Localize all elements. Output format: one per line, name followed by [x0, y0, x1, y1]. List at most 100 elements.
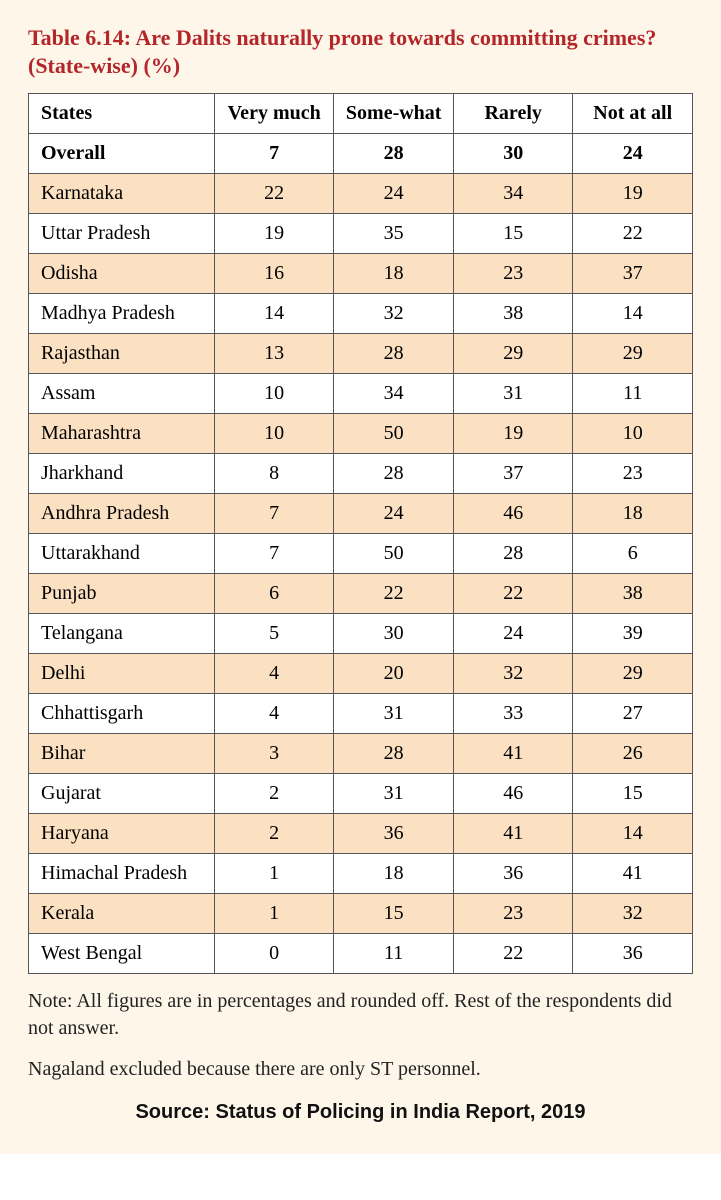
table-row: Punjab6222238 [29, 574, 693, 614]
value-cell: 20 [334, 654, 454, 694]
state-cell: Telangana [29, 614, 215, 654]
table-row: Jharkhand8283723 [29, 454, 693, 494]
table-row: Overall7283024 [29, 134, 693, 174]
value-cell: 3 [214, 734, 334, 774]
value-cell: 22 [453, 934, 573, 974]
table-row: Gujarat2314615 [29, 774, 693, 814]
value-cell: 28 [334, 454, 454, 494]
state-cell: Himachal Pradesh [29, 854, 215, 894]
col-header-somewhat: Some-what [334, 94, 454, 134]
value-cell: 6 [214, 574, 334, 614]
value-cell: 15 [453, 214, 573, 254]
value-cell: 5 [214, 614, 334, 654]
value-cell: 31 [334, 774, 454, 814]
table-row: Himachal Pradesh1183641 [29, 854, 693, 894]
state-cell: Karnataka [29, 174, 215, 214]
value-cell: 37 [453, 454, 573, 494]
state-cell: Overall [29, 134, 215, 174]
state-cell: Chhattisgarh [29, 694, 215, 734]
state-cell: Rajasthan [29, 334, 215, 374]
value-cell: 10 [214, 374, 334, 414]
state-cell: Bihar [29, 734, 215, 774]
value-cell: 2 [214, 814, 334, 854]
value-cell: 30 [453, 134, 573, 174]
value-cell: 22 [214, 174, 334, 214]
table-row: Uttarakhand750286 [29, 534, 693, 574]
value-cell: 24 [453, 614, 573, 654]
value-cell: 4 [214, 654, 334, 694]
table-row: Delhi4203229 [29, 654, 693, 694]
value-cell: 28 [334, 334, 454, 374]
value-cell: 38 [573, 574, 693, 614]
value-cell: 14 [214, 294, 334, 334]
value-cell: 15 [334, 894, 454, 934]
value-cell: 7 [214, 494, 334, 534]
value-cell: 46 [453, 774, 573, 814]
value-cell: 36 [453, 854, 573, 894]
value-cell: 36 [334, 814, 454, 854]
state-cell: Odisha [29, 254, 215, 294]
state-cell: Punjab [29, 574, 215, 614]
value-cell: 29 [573, 654, 693, 694]
value-cell: 50 [334, 534, 454, 574]
value-cell: 38 [453, 294, 573, 334]
table-row: Kerala1152332 [29, 894, 693, 934]
table-row: Madhya Pradesh14323814 [29, 294, 693, 334]
value-cell: 32 [453, 654, 573, 694]
table-row: West Bengal0112236 [29, 934, 693, 974]
state-cell: Haryana [29, 814, 215, 854]
value-cell: 31 [453, 374, 573, 414]
value-cell: 24 [573, 134, 693, 174]
value-cell: 4 [214, 694, 334, 734]
state-cell: West Bengal [29, 934, 215, 974]
table-row: Bihar3284126 [29, 734, 693, 774]
value-cell: 29 [573, 334, 693, 374]
col-header-verymuch: Very much [214, 94, 334, 134]
data-table: States Very much Some-what Rarely Not at… [28, 93, 693, 974]
table-row: Assam10343111 [29, 374, 693, 414]
col-header-notatall: Not at all [573, 94, 693, 134]
value-cell: 19 [453, 414, 573, 454]
value-cell: 24 [334, 494, 454, 534]
value-cell: 18 [573, 494, 693, 534]
col-header-rarely: Rarely [453, 94, 573, 134]
value-cell: 18 [334, 854, 454, 894]
table-row: Chhattisgarh4313327 [29, 694, 693, 734]
state-cell: Gujarat [29, 774, 215, 814]
state-cell: Maharashtra [29, 414, 215, 454]
footnote-1: Note: All figures are in percentages and… [28, 988, 693, 1042]
value-cell: 11 [573, 374, 693, 414]
value-cell: 41 [453, 814, 573, 854]
value-cell: 23 [453, 254, 573, 294]
page-container: Table 6.14: Are Dalits naturally prone t… [0, 0, 721, 1154]
value-cell: 37 [573, 254, 693, 294]
state-cell: Uttar Pradesh [29, 214, 215, 254]
value-cell: 15 [573, 774, 693, 814]
value-cell: 29 [453, 334, 573, 374]
value-cell: 10 [214, 414, 334, 454]
value-cell: 14 [573, 814, 693, 854]
value-cell: 24 [334, 174, 454, 214]
value-cell: 1 [214, 854, 334, 894]
value-cell: 22 [453, 574, 573, 614]
value-cell: 23 [453, 894, 573, 934]
table-row: Haryana2364114 [29, 814, 693, 854]
value-cell: 19 [573, 174, 693, 214]
state-cell: Uttarakhand [29, 534, 215, 574]
value-cell: 16 [214, 254, 334, 294]
value-cell: 10 [573, 414, 693, 454]
value-cell: 34 [453, 174, 573, 214]
value-cell: 46 [453, 494, 573, 534]
value-cell: 31 [334, 694, 454, 734]
value-cell: 1 [214, 894, 334, 934]
value-cell: 6 [573, 534, 693, 574]
table-row: Rajasthan13282929 [29, 334, 693, 374]
value-cell: 13 [214, 334, 334, 374]
value-cell: 18 [334, 254, 454, 294]
state-cell: Kerala [29, 894, 215, 934]
value-cell: 30 [334, 614, 454, 654]
value-cell: 41 [453, 734, 573, 774]
value-cell: 32 [573, 894, 693, 934]
value-cell: 41 [573, 854, 693, 894]
value-cell: 0 [214, 934, 334, 974]
